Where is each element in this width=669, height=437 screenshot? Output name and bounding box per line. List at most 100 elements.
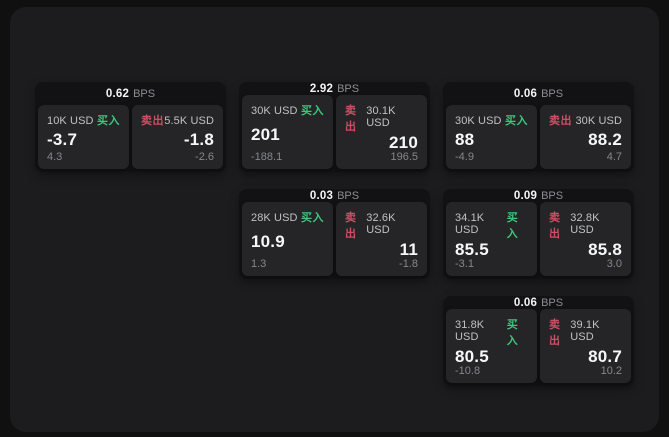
spread-header: 0.06 BPS <box>446 296 631 309</box>
quote-card: 0.06 BPS 30K USD 买入 88 -4.9 卖出 30K USD 8… <box>443 82 634 172</box>
spread-value: 2.92 <box>309 82 334 95</box>
ask-amount: 39.1K USD <box>570 319 600 343</box>
quote-grid: 0.62 BPS 10K USD 买入 -3.7 4.3 卖出 5.5K USD… <box>35 82 634 386</box>
bid-panel[interactable]: 31.8K USD 买入 80.5 -10.8 <box>446 309 537 383</box>
bid-amount: 30K USD <box>251 105 298 117</box>
buy-label: 买入 <box>97 115 120 127</box>
bid-panel-top: 10K USD 买入 <box>47 112 120 128</box>
bid-price: 10.9 <box>251 232 285 251</box>
ask-amount: 5.5K USD <box>164 115 214 127</box>
bid-panel[interactable]: 30K USD 买入 88 -4.9 <box>446 105 537 169</box>
ask-panel[interactable]: 卖出 32.8K USD 85.8 3.0 <box>540 202 631 276</box>
spread-value: 0.06 <box>513 87 538 100</box>
bid-panel[interactable]: 30K USD 买入 201 -188.1 <box>242 95 333 169</box>
ask-amount: 32.8K USD <box>570 212 600 236</box>
bid-panel[interactable]: 34.1K USD 买入 85.5 -3.1 <box>446 202 537 276</box>
ask-panel[interactable]: 卖出 30K USD 88.2 4.7 <box>540 105 631 169</box>
quote-card: 0.62 BPS 10K USD 买入 -3.7 4.3 卖出 5.5K USD… <box>35 82 226 172</box>
spread-value: 0.06 <box>513 296 538 309</box>
ask-panel-top: 卖出 32.8K USD <box>549 209 622 241</box>
bps-unit-label: BPS <box>133 87 156 100</box>
sell-label: 卖出 <box>549 319 561 347</box>
bid-change: -4.9 <box>455 151 474 163</box>
spread-value: 0.03 <box>309 189 334 202</box>
bid-price: 88 <box>455 130 475 149</box>
spread-header: 0.62 BPS <box>38 82 223 105</box>
quote-card: 0.06 BPS 31.8K USD 买入 80.5 -10.8 卖出 39.1… <box>443 296 634 386</box>
quote-card: 2.92 BPS 30K USD 买入 201 -188.1 卖出 30.1K … <box>239 82 430 172</box>
buy-label: 买入 <box>301 212 324 224</box>
spread-header: 0.06 BPS <box>446 82 631 105</box>
bid-panel-top: 34.1K USD 买入 <box>455 209 528 241</box>
spread-header: 2.92 BPS <box>242 82 427 95</box>
quote-card: 0.03 BPS 28K USD 买入 10.9 1.3 卖出 32.6K US… <box>239 189 430 279</box>
bid-change: 4.3 <box>47 151 63 163</box>
sell-label: 卖出 <box>345 212 357 240</box>
bid-panel[interactable]: 28K USD 买入 10.9 1.3 <box>242 202 333 276</box>
bid-ask-panels: 28K USD 买入 10.9 1.3 卖出 32.6K USD 11 -1.8 <box>242 202 427 276</box>
ask-price: 85.8 <box>588 240 622 259</box>
spread-header: 0.03 BPS <box>242 189 427 202</box>
ask-price: -1.8 <box>183 130 214 149</box>
ask-change: 3.0 <box>606 258 622 270</box>
ask-amount: 30K USD <box>575 115 622 127</box>
bid-amount: 34.1K USD <box>455 212 485 236</box>
bid-amount: 30K USD <box>455 115 502 127</box>
ask-panel[interactable]: 卖出 32.6K USD 11 -1.8 <box>336 202 427 276</box>
bid-amount: 28K USD <box>251 212 298 224</box>
bid-price: 85.5 <box>455 240 489 259</box>
bid-price: 80.5 <box>455 347 489 366</box>
ask-panel[interactable]: 卖出 5.5K USD -1.8 -2.6 <box>132 105 223 169</box>
sell-label: 卖出 <box>345 105 357 133</box>
buy-label: 买入 <box>506 212 519 240</box>
bid-change: -188.1 <box>251 151 283 163</box>
bid-panel-top: 30K USD 买入 <box>251 102 324 118</box>
bps-unit-label: BPS <box>337 189 360 202</box>
quote-board-window: 0.62 BPS 10K USD 买入 -3.7 4.3 卖出 5.5K USD… <box>10 7 659 432</box>
bid-panel-top: 30K USD 买入 <box>455 112 528 128</box>
bid-change: -3.1 <box>455 258 474 270</box>
spread-value: 0.62 <box>105 87 130 100</box>
bid-amount: 31.8K USD <box>455 319 485 343</box>
sell-label: 卖出 <box>549 115 572 127</box>
ask-panel-top: 卖出 30.1K USD <box>345 102 418 134</box>
bid-ask-panels: 30K USD 买入 88 -4.9 卖出 30K USD 88.2 4.7 <box>446 105 631 169</box>
ask-amount: 30.1K USD <box>366 105 396 129</box>
ask-panel-top: 卖出 30K USD <box>549 112 622 128</box>
bid-panel-top: 28K USD 买入 <box>251 209 324 225</box>
ask-amount: 32.6K USD <box>366 212 396 236</box>
ask-panel-top: 卖出 5.5K USD <box>141 112 214 128</box>
bid-ask-panels: 31.8K USD 买入 80.5 -10.8 卖出 39.1K USD 80.… <box>446 309 631 383</box>
bid-panel[interactable]: 10K USD 买入 -3.7 4.3 <box>38 105 129 169</box>
bid-amount: 10K USD <box>47 115 94 127</box>
bps-unit-label: BPS <box>541 296 564 309</box>
bid-ask-panels: 34.1K USD 买入 85.5 -3.1 卖出 32.8K USD 85.8… <box>446 202 631 276</box>
bid-ask-panels: 10K USD 买入 -3.7 4.3 卖出 5.5K USD -1.8 -2.… <box>38 105 223 169</box>
ask-price: 80.7 <box>588 347 622 366</box>
bid-panel-top: 31.8K USD 买入 <box>455 316 528 348</box>
ask-panel[interactable]: 卖出 39.1K USD 80.7 10.2 <box>540 309 631 383</box>
spread-value: 0.09 <box>513 189 538 202</box>
quote-card: 0.09 BPS 34.1K USD 买入 85.5 -3.1 卖出 32.8K… <box>443 189 634 279</box>
ask-change: 10.2 <box>600 365 622 377</box>
ask-price: 210 <box>389 133 418 152</box>
bid-price: 201 <box>251 125 280 144</box>
ask-price: 11 <box>399 240 418 259</box>
bps-unit-label: BPS <box>541 87 564 100</box>
sell-label: 卖出 <box>549 212 561 240</box>
bid-change: -10.8 <box>455 365 481 377</box>
buy-label: 买入 <box>505 115 528 127</box>
ask-change: -1.8 <box>399 258 418 270</box>
sell-label: 卖出 <box>141 115 164 127</box>
buy-label: 买入 <box>301 105 324 117</box>
bid-price: -3.7 <box>47 130 78 149</box>
bps-unit-label: BPS <box>337 82 360 95</box>
bps-unit-label: BPS <box>541 189 564 202</box>
ask-panel-top: 卖出 39.1K USD <box>549 316 622 348</box>
ask-panel-top: 卖出 32.6K USD <box>345 209 418 241</box>
buy-label: 买入 <box>506 319 519 347</box>
ask-panel[interactable]: 卖出 30.1K USD 210 196.5 <box>336 95 427 169</box>
ask-change: -2.6 <box>195 151 214 163</box>
bid-change: 1.3 <box>251 258 267 270</box>
ask-change: 4.7 <box>606 151 622 163</box>
